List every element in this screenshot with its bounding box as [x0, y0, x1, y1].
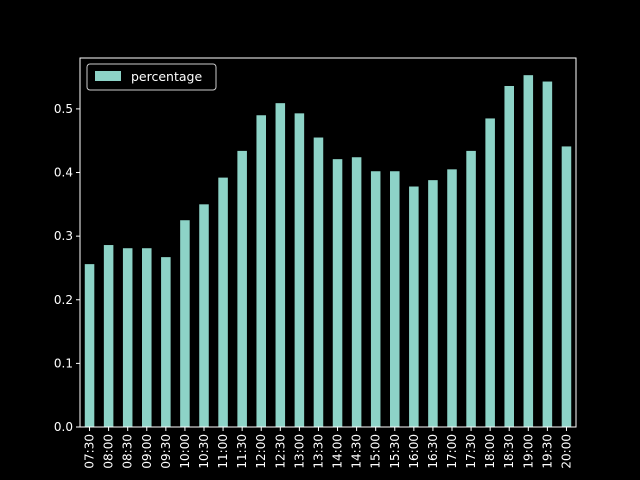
y-tick-label: 0.5 — [54, 102, 73, 116]
x-tick-label: 15:00 — [369, 434, 383, 469]
bar-1030 — [199, 204, 209, 427]
x-tick-label: 10:00 — [178, 434, 192, 469]
bar-1600 — [409, 186, 419, 427]
bar-1830 — [504, 85, 514, 427]
bar-1230 — [275, 103, 286, 428]
x-tick-label: 11:30 — [235, 434, 249, 469]
x-tick-label: 13:00 — [292, 434, 306, 469]
bar-1700 — [447, 169, 457, 427]
bar-1100 — [218, 177, 228, 427]
bar-0930 — [161, 257, 171, 427]
x-tick-label: 07:30 — [83, 434, 97, 469]
bar-1330 — [313, 137, 324, 427]
bar-1000 — [180, 220, 190, 427]
x-tick-label: 18:00 — [483, 434, 497, 469]
x-tick-label: 13:30 — [311, 434, 325, 469]
y-tick-label: 0.2 — [54, 293, 73, 307]
x-tick-label: 10:30 — [197, 434, 211, 469]
x-tick-label: 11:00 — [216, 434, 230, 469]
x-axis: 07:30 08:00 08:30 09:00 09:30 10:00 10:30 11:00… — [83, 427, 573, 469]
bar-1730 — [466, 150, 476, 427]
x-tick-label: 18:30 — [502, 434, 516, 469]
bar-0730 — [84, 264, 95, 427]
y-axis: 0.0 0.1 0.2 0.3 0.4 0.5 — [54, 102, 80, 434]
x-tick-label: 14:00 — [331, 434, 345, 469]
bar-1430 — [351, 157, 362, 427]
x-tick-label: 16:00 — [407, 434, 421, 469]
bar-1400 — [332, 159, 343, 427]
bar-0900 — [142, 248, 152, 427]
bar-1500 — [370, 171, 381, 427]
y-tick-label: 0.0 — [54, 420, 73, 434]
bar-1800 — [485, 118, 495, 428]
legend: percentage — [86, 63, 217, 91]
x-tick-label: 12:00 — [254, 434, 268, 469]
y-tick-label: 0.3 — [54, 229, 73, 243]
bar-1900 — [523, 75, 534, 428]
x-tick-label: 09:00 — [140, 434, 154, 469]
plot-frame — [79, 57, 577, 428]
legend-swatch — [95, 71, 121, 81]
bar-0800 — [103, 245, 114, 427]
x-tick-label: 17:00 — [445, 434, 459, 469]
x-tick-label: 20:00 — [559, 434, 573, 469]
bar-1200 — [256, 115, 266, 428]
bar-0830 — [122, 248, 133, 427]
bar-1930 — [542, 81, 553, 427]
bar-1630 — [428, 180, 438, 427]
x-tick-label: 08:30 — [121, 434, 135, 469]
legend-label: percentage — [131, 69, 202, 84]
x-tick-label: 09:30 — [159, 434, 173, 469]
bar-2000 — [561, 146, 572, 428]
y-tick-label: 0.4 — [54, 166, 73, 180]
x-tick-label: 16:30 — [426, 434, 440, 469]
bars-group — [84, 75, 572, 428]
x-tick-label: 14:30 — [350, 434, 364, 469]
x-tick-label: 08:00 — [102, 434, 116, 469]
x-tick-label: 19:00 — [521, 434, 535, 469]
x-tick-label: 17:30 — [464, 434, 478, 469]
y-tick-label: 0.1 — [54, 356, 73, 370]
bar-1130 — [237, 150, 247, 427]
x-tick-label: 15:30 — [388, 434, 402, 469]
x-tick-label: 19:30 — [540, 434, 554, 469]
bar-1530 — [390, 171, 400, 427]
bar-1300 — [294, 113, 305, 427]
legend-box — [86, 63, 217, 91]
x-tick-label: 12:30 — [273, 434, 287, 469]
